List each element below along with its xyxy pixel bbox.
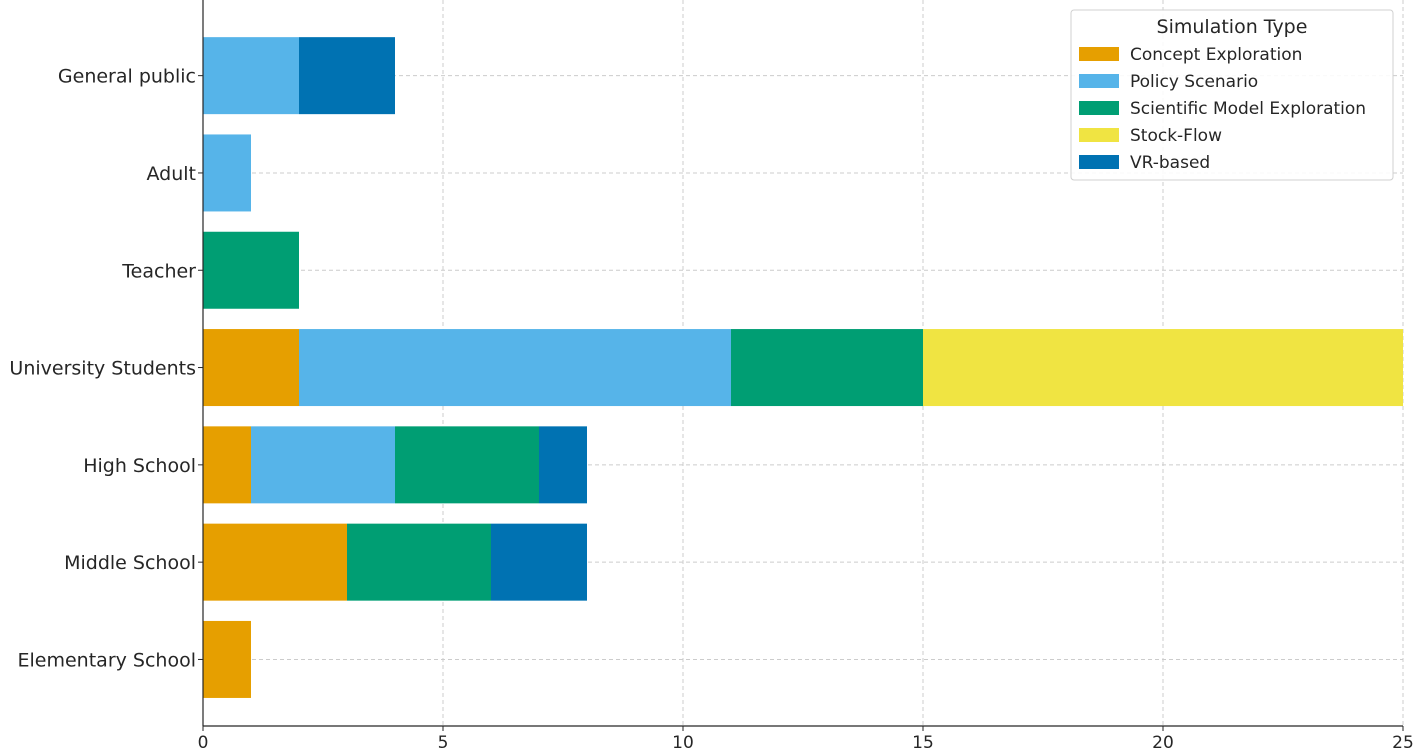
bar-segment — [395, 426, 539, 504]
y-category-label: Middle School — [64, 552, 196, 574]
bar-segment — [299, 37, 395, 115]
bar-segment — [203, 329, 299, 407]
x-tick-label: 10 — [672, 733, 694, 749]
bar-segment — [203, 523, 347, 601]
bar-segment — [731, 329, 923, 407]
bar-segment — [491, 523, 587, 601]
legend-label: Scientific Model Exploration — [1130, 99, 1366, 119]
legend-label: Stock-Flow — [1130, 126, 1222, 146]
bar-segment — [203, 426, 251, 504]
bars-layer — [203, 37, 1403, 698]
legend-swatch — [1079, 47, 1119, 61]
y-category-label: Elementary School — [18, 649, 196, 671]
x-tick-label: 20 — [1152, 733, 1174, 749]
legend-label: Policy Scenario — [1130, 72, 1258, 92]
legend-label: Concept Exploration — [1130, 45, 1302, 65]
x-tick-label: 25 — [1392, 733, 1414, 749]
legend-swatch — [1079, 101, 1119, 115]
bar-segment — [203, 37, 299, 115]
legend-box — [1070, 9, 1394, 181]
legend-label: VR-based — [1130, 153, 1210, 173]
x-tick-label: 15 — [912, 733, 934, 749]
bar-segment — [203, 134, 251, 212]
y-category-label: Adult — [147, 163, 197, 185]
bar-segment — [203, 620, 251, 698]
y-category-label: High School — [83, 455, 196, 477]
legend-swatch — [1079, 128, 1119, 142]
bar-segment — [203, 231, 299, 309]
bar-segment — [347, 523, 491, 601]
y-category-label: University Students — [9, 358, 196, 380]
legend-title: Simulation Type — [1157, 16, 1308, 38]
y-category-label: General public — [58, 66, 196, 88]
bar-segment — [539, 426, 587, 504]
y-category-label: Teacher — [121, 260, 196, 282]
legend: Simulation Type Concept Exploration Policy… — [1070, 9, 1394, 181]
x-tick-label: 5 — [438, 733, 449, 749]
bar-segment — [299, 329, 731, 407]
legend-swatch — [1079, 74, 1119, 88]
x-tick-label: 0 — [198, 733, 209, 749]
bar-segment — [251, 426, 395, 504]
axes-layer: 0 5 10 15 20 25 Elementary School Middle School… — [9, 0, 1414, 753]
bar-segment — [923, 329, 1403, 407]
legend-swatch — [1079, 155, 1119, 169]
